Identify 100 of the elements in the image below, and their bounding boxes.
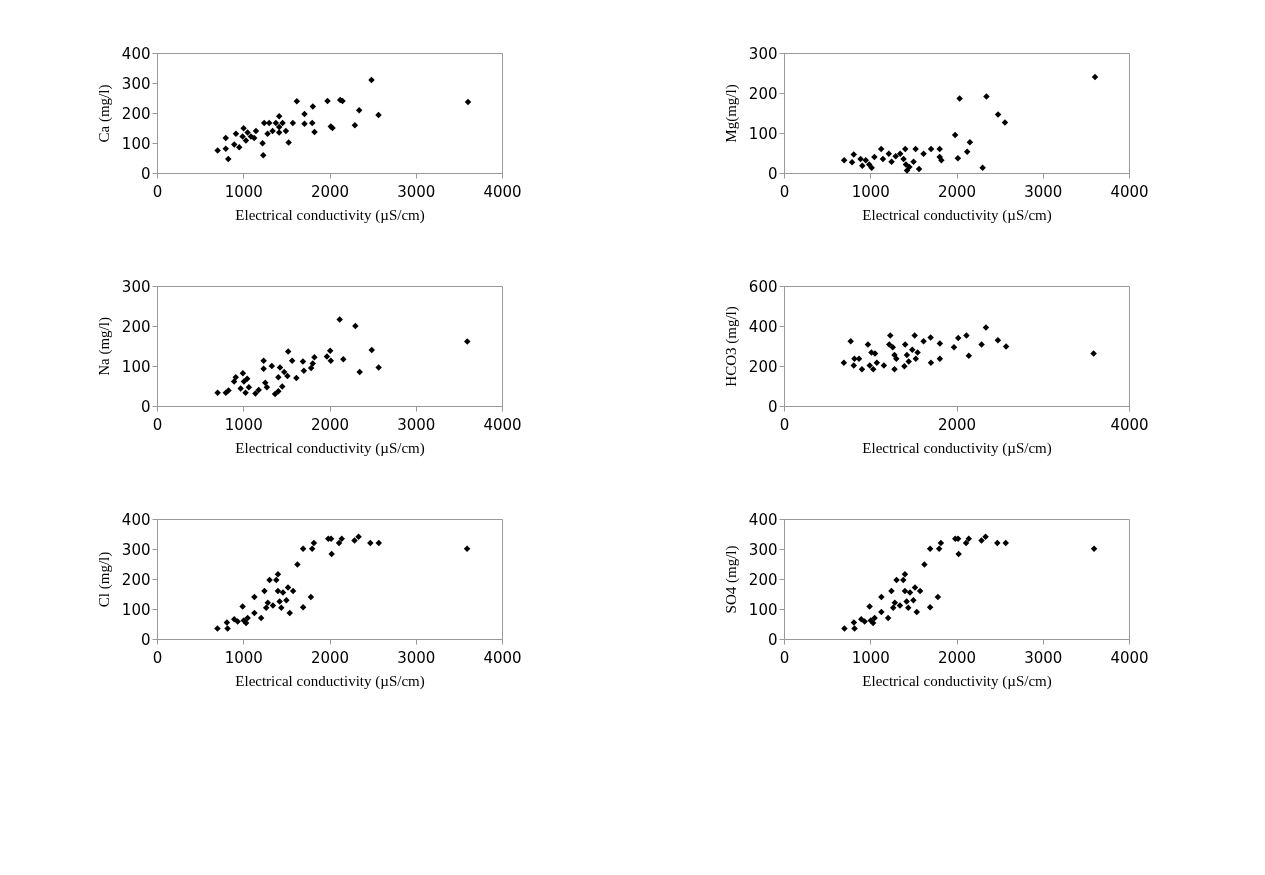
y-axis-title: HCO3 (mg/l): [722, 306, 740, 387]
y-tick-label: 0: [140, 630, 151, 649]
x-axis-title: Electrical conductivity (µS/cm): [862, 439, 1052, 457]
point: [244, 129, 251, 136]
point: [982, 533, 989, 540]
point: [338, 535, 345, 543]
x-axis-title: Electrical conductivity (µS/cm): [235, 206, 425, 224]
point: [299, 545, 307, 552]
point: [850, 151, 858, 158]
point: [850, 362, 858, 369]
x-tick-label: 0: [779, 415, 790, 434]
y-tick-label: 300: [121, 277, 151, 296]
point: [264, 130, 271, 137]
point: [840, 156, 848, 164]
point: [299, 603, 307, 611]
y-tick-label: 300: [121, 540, 151, 559]
x-tick-label: 0: [779, 648, 790, 667]
point: [214, 147, 221, 154]
x-tick-label: 0: [152, 415, 163, 434]
x-axis-title: Electrical conductivity (µS/cm): [235, 439, 425, 457]
x-tick-label: 2000: [310, 415, 350, 434]
point: [994, 336, 1002, 344]
point: [901, 587, 909, 595]
point: [308, 545, 316, 552]
point: [260, 365, 267, 373]
point: [926, 545, 934, 552]
point: [956, 95, 963, 102]
x-tick-label: 1000: [224, 648, 263, 667]
point: [307, 364, 315, 372]
point: [263, 383, 271, 391]
point: [294, 561, 301, 568]
point: [232, 373, 239, 381]
point: [285, 139, 292, 146]
point: [965, 352, 973, 360]
x-tick-label: 2000: [937, 415, 977, 434]
point: [950, 343, 958, 351]
x-tick-label: 4000: [1110, 648, 1149, 667]
point: [912, 355, 920, 363]
x-tick-label: 0: [152, 648, 163, 667]
point: [252, 390, 259, 397]
point: [252, 127, 260, 135]
x-tick-label: 1000: [851, 182, 890, 201]
x-tick-label: 4000: [1110, 415, 1149, 434]
point: [239, 369, 247, 377]
point: [326, 347, 334, 355]
point: [879, 155, 887, 163]
point: [885, 341, 893, 348]
point: [293, 98, 301, 105]
x-tick-label: 3000: [1024, 182, 1063, 201]
point: [275, 387, 282, 395]
point: [962, 539, 970, 547]
point: [978, 537, 985, 544]
point: [901, 362, 908, 370]
point: [937, 539, 945, 547]
y-tick-label: 300: [121, 74, 151, 93]
y-tick-label: 200: [121, 104, 151, 123]
point: [259, 140, 266, 147]
point: [921, 561, 928, 568]
point: [901, 341, 909, 348]
y-tick-label: 200: [748, 84, 778, 103]
x-tick-label: 4000: [1110, 182, 1149, 201]
point: [340, 355, 347, 363]
point: [877, 145, 885, 153]
point: [311, 353, 318, 361]
point: [214, 389, 221, 397]
point: [896, 150, 904, 158]
point: [1091, 73, 1099, 81]
x-tick-label: 1000: [224, 182, 263, 201]
y-tick-label: 100: [121, 357, 151, 376]
point: [336, 316, 343, 323]
point: [309, 360, 317, 367]
y-tick-label: 300: [748, 44, 778, 63]
point: [327, 357, 335, 365]
point: [232, 130, 240, 137]
point: [927, 334, 934, 341]
point: [841, 625, 848, 632]
x-axis-title: Electrical conductivity (µS/cm): [235, 672, 425, 690]
point: [307, 593, 315, 601]
x-tick-label: 2000: [937, 182, 977, 201]
point: [271, 390, 279, 398]
point: [273, 576, 280, 584]
point: [965, 535, 972, 543]
x-axis-title: Electrical conductivity (µS/cm): [862, 206, 1052, 224]
x-axis-title: Electrical conductivity (µS/cm): [862, 672, 1052, 690]
point: [927, 359, 935, 367]
point: [847, 337, 854, 345]
point: [936, 355, 944, 363]
point: [935, 545, 943, 552]
point: [284, 348, 292, 355]
y-tick-label: 100: [748, 124, 778, 143]
point: [276, 598, 283, 605]
point: [915, 165, 923, 173]
point: [891, 599, 899, 606]
y-tick-label: 200: [121, 570, 151, 589]
y-tick-label: 0: [767, 630, 778, 649]
point: [278, 604, 285, 612]
point: [264, 599, 272, 606]
point: [310, 539, 318, 547]
point: [236, 143, 243, 151]
point: [900, 576, 907, 584]
